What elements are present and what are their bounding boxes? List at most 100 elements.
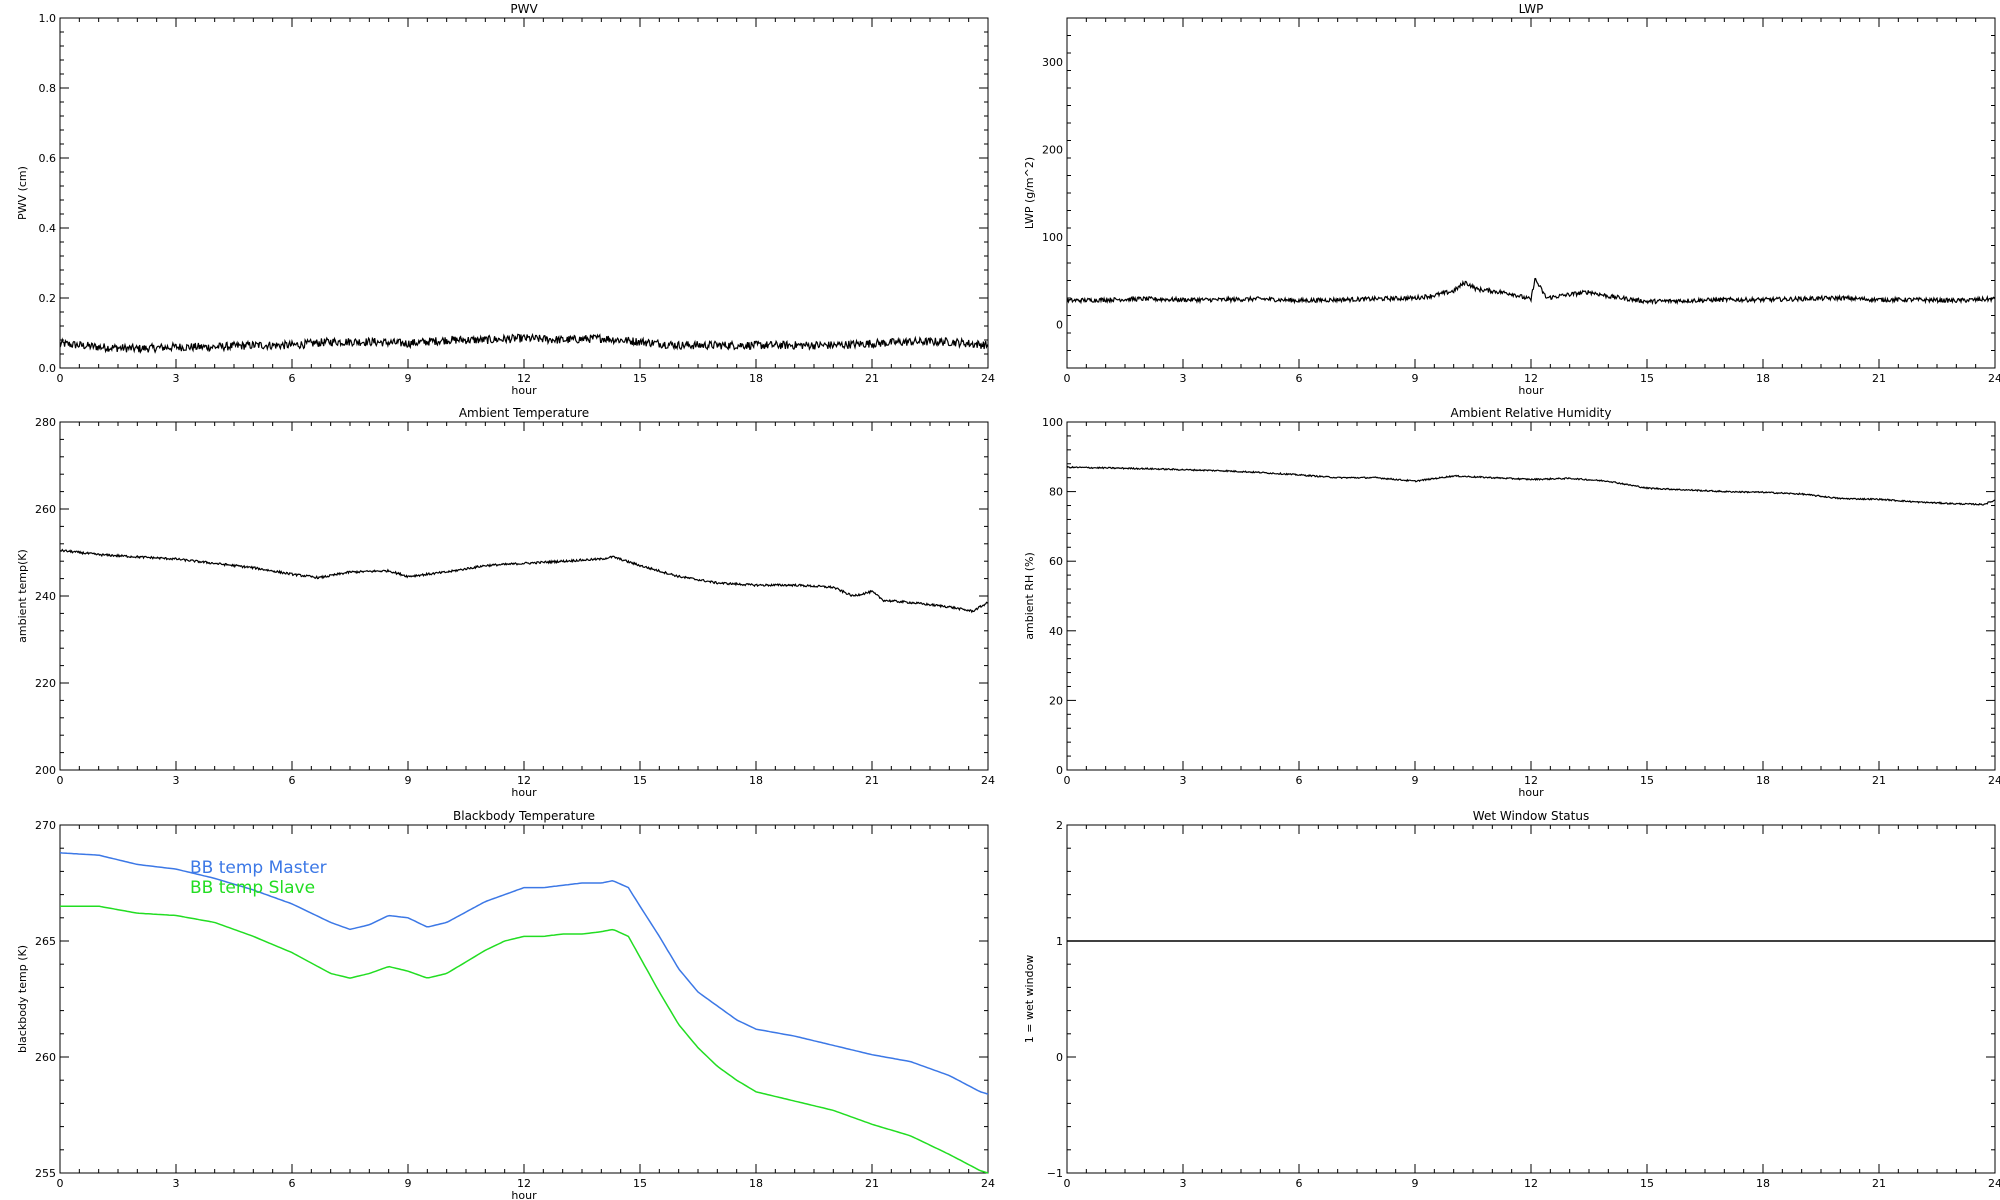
x-axis-label: hour <box>511 1189 537 1200</box>
x-tick-label: 12 <box>517 372 531 385</box>
chart-panel-5: Blackbody Temperature 0 3 6 9 12 15 18 21 24 hour 2… <box>16 809 995 1200</box>
chart-panel-1: PWV 0 3 6 9 12 15 18 21 24 hour 0.0 0.2 0.4 0.6 0.8 1.0 P… <box>16 2 995 397</box>
series-line-1 <box>1066 277 1996 306</box>
y-tick-label: 0.6 <box>39 152 57 165</box>
x-tick-label: 21 <box>865 372 879 385</box>
x-tick-label: 24 <box>981 774 995 787</box>
y-tick-label: 100 <box>1042 231 1063 244</box>
x-tick-label: 21 <box>865 1177 879 1190</box>
x-tick-label: 15 <box>633 774 647 787</box>
y-axis-label: ambient temp(K) <box>16 549 29 643</box>
x-tick-label: 3 <box>1180 1177 1187 1190</box>
series-line-2 <box>60 905 989 1174</box>
y-tick-label: 40 <box>1049 625 1063 638</box>
legend-label: BB temp Slave <box>190 878 315 898</box>
x-tick-label: 9 <box>405 372 412 385</box>
y-tick-label: 220 <box>35 677 56 690</box>
y-tick-label: 80 <box>1049 486 1063 499</box>
x-tick-label: 24 <box>1988 1177 2000 1190</box>
x-tick-label: 12 <box>517 774 531 787</box>
x-tick-label: 6 <box>289 1177 296 1190</box>
x-tick-label: 3 <box>173 1177 180 1190</box>
plot-frame <box>59 421 989 771</box>
x-tick-label: 18 <box>1756 372 1770 385</box>
y-tick-label: 260 <box>35 503 56 516</box>
series-line-1 <box>59 852 989 1095</box>
x-tick-label: 24 <box>1988 774 2000 787</box>
y-axis-label: 1 = wet window <box>1023 955 1036 1044</box>
x-tick-label: 6 <box>1296 1177 1303 1190</box>
series-line-1 <box>59 332 989 355</box>
x-tick-label: 15 <box>633 1177 647 1190</box>
chart-title: Ambient Relative Humidity <box>1451 406 1612 420</box>
x-tick-label: 9 <box>405 774 412 787</box>
series-line-1 <box>1066 465 1996 506</box>
x-tick-label: 6 <box>289 774 296 787</box>
x-tick-label: 12 <box>1524 774 1538 787</box>
x-tick-label: 0 <box>1064 1177 1071 1190</box>
plot-frame <box>1066 17 1996 369</box>
plot-frame <box>1066 421 1996 771</box>
y-tick-label: 0.8 <box>39 82 57 95</box>
x-tick-label: 18 <box>1756 774 1770 787</box>
x-tick-label: 0 <box>57 1177 64 1190</box>
y-tick-label: 0.0 <box>39 362 57 375</box>
x-tick-label: 12 <box>1524 1177 1538 1190</box>
y-axis-label: PWV (cm) <box>16 166 29 220</box>
x-axis-label: hour <box>1518 384 1544 397</box>
y-tick-label: 0 <box>1056 1051 1063 1064</box>
y-tick-label: 270 <box>35 819 56 832</box>
x-tick-label: 12 <box>517 1177 531 1190</box>
x-tick-label: 3 <box>173 774 180 787</box>
x-tick-label: 3 <box>1180 372 1187 385</box>
x-axis-label: hour <box>1518 786 1544 799</box>
x-tick-label: 6 <box>1296 774 1303 787</box>
y-tick-label: 0.4 <box>39 222 57 235</box>
x-tick-label: 0 <box>57 372 64 385</box>
y-tick-label: 60 <box>1049 555 1063 568</box>
y-tick-label: 280 <box>35 416 56 429</box>
y-tick-label: 240 <box>35 590 56 603</box>
x-tick-label: 9 <box>1412 372 1419 385</box>
x-tick-label: 18 <box>749 372 763 385</box>
x-tick-label: 15 <box>633 372 647 385</box>
y-tick-label: 200 <box>35 764 56 777</box>
x-tick-label: 18 <box>749 774 763 787</box>
x-tick-label: 9 <box>1412 1177 1419 1190</box>
x-tick-label: 24 <box>981 372 995 385</box>
x-tick-label: 21 <box>865 774 879 787</box>
y-tick-label: 265 <box>35 935 56 948</box>
x-tick-label: 3 <box>1180 774 1187 787</box>
x-tick-label: 24 <box>981 1177 995 1190</box>
chart-title: Ambient Temperature <box>459 406 589 420</box>
x-tick-label: 12 <box>1524 372 1538 385</box>
plot-frame <box>59 17 989 369</box>
x-tick-label: 9 <box>405 1177 412 1190</box>
y-tick-label: 0 <box>1056 764 1063 777</box>
y-tick-label: 2 <box>1056 819 1063 832</box>
x-tick-label: 0 <box>1064 774 1071 787</box>
x-tick-label: 0 <box>1064 372 1071 385</box>
x-tick-label: 15 <box>1640 1177 1654 1190</box>
y-tick-label: 255 <box>35 1167 56 1180</box>
x-tick-label: 6 <box>289 372 296 385</box>
chart-title: Blackbody Temperature <box>453 809 595 823</box>
y-tick-label: 1.0 <box>39 12 57 25</box>
y-tick-label: −1 <box>1047 1167 1063 1180</box>
y-tick-label: 0 <box>1056 318 1063 331</box>
legend-label: BB temp Master <box>190 858 327 878</box>
plot-frame <box>1066 824 1996 1174</box>
y-tick-label: 260 <box>35 1051 56 1064</box>
x-tick-label: 0 <box>57 774 64 787</box>
y-tick-label: 0.2 <box>39 292 57 305</box>
chart-title: LWP <box>1519 2 1544 16</box>
x-tick-label: 24 <box>1988 372 2000 385</box>
y-axis-label: blackbody temp (K) <box>16 945 29 1053</box>
y-tick-label: 200 <box>1042 143 1063 156</box>
x-tick-label: 6 <box>1296 372 1303 385</box>
x-tick-label: 18 <box>749 1177 763 1190</box>
y-axis-label: LWP (g/m^2) <box>1023 157 1036 229</box>
y-tick-label: 20 <box>1049 694 1063 707</box>
